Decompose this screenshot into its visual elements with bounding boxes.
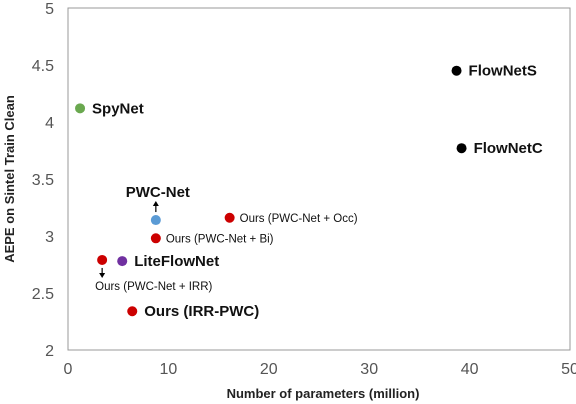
arrow-head-down xyxy=(99,272,106,278)
y-tick-label: 2.5 xyxy=(32,286,54,303)
y-tick-label: 4 xyxy=(45,115,54,132)
y-axis-ticks: 2 2.5 3 3.5 4 4.5 5 xyxy=(32,1,54,360)
x-tick-label: 50 xyxy=(561,361,576,378)
point-pwc-net xyxy=(150,215,161,226)
x-axis-ticks: 0 10 20 30 40 50 xyxy=(64,361,576,378)
point-ours-pwc-net-occ xyxy=(224,212,235,223)
point-spynet xyxy=(75,103,86,114)
annotation-arrows xyxy=(99,201,159,278)
point-ours-irr-pwc xyxy=(127,306,138,317)
y-tick-label: 3 xyxy=(45,229,54,246)
point-flownetc xyxy=(456,143,467,154)
data-points xyxy=(75,65,467,317)
x-tick-label: 30 xyxy=(360,361,378,378)
label-ours-pwc-net-occ: Ours (PWC-Net + Occ) xyxy=(240,213,358,225)
x-axis-title: Number of parameters (million) xyxy=(227,386,420,401)
y-tick-label: 4.5 xyxy=(32,58,54,75)
arrow-head-up xyxy=(152,201,159,207)
label-spynet: SpyNet xyxy=(92,100,144,117)
label-flownets: FlowNetS xyxy=(469,63,537,80)
label-ours-irr-pwc: Ours (IRR-PWC) xyxy=(144,303,259,320)
y-tick-label: 3.5 xyxy=(32,172,54,189)
x-tick-label: 40 xyxy=(461,361,479,378)
x-tick-label: 10 xyxy=(160,361,178,378)
x-tick-label: 0 xyxy=(64,361,73,378)
point-flownets xyxy=(451,65,462,76)
label-flownetc: FlowNetC xyxy=(474,140,543,157)
point-labels: FlowNetS FlowNetC SpyNet PWC-Net Ours (PWC-N… xyxy=(92,63,543,321)
y-tick-label: 5 xyxy=(45,1,54,18)
label-ours-pwc-net-irr: Ours (PWC-Net + IRR) xyxy=(95,281,212,293)
point-ours-pwc-net-irr xyxy=(97,254,108,265)
y-tick-label: 2 xyxy=(45,343,54,360)
plot-frame xyxy=(67,7,571,351)
label-liteflownet: LiteFlowNet xyxy=(134,253,219,270)
x-tick-label: 20 xyxy=(260,361,278,378)
y-axis-title: AEPE on Sintel Train Clean xyxy=(2,95,17,263)
point-liteflownet xyxy=(117,256,128,267)
point-ours-pwc-net-bi xyxy=(150,233,161,244)
label-pwc-net: PWC-Net xyxy=(126,184,190,201)
label-ours-pwc-net-bi: Ours (PWC-Net + Bi) xyxy=(166,233,274,245)
